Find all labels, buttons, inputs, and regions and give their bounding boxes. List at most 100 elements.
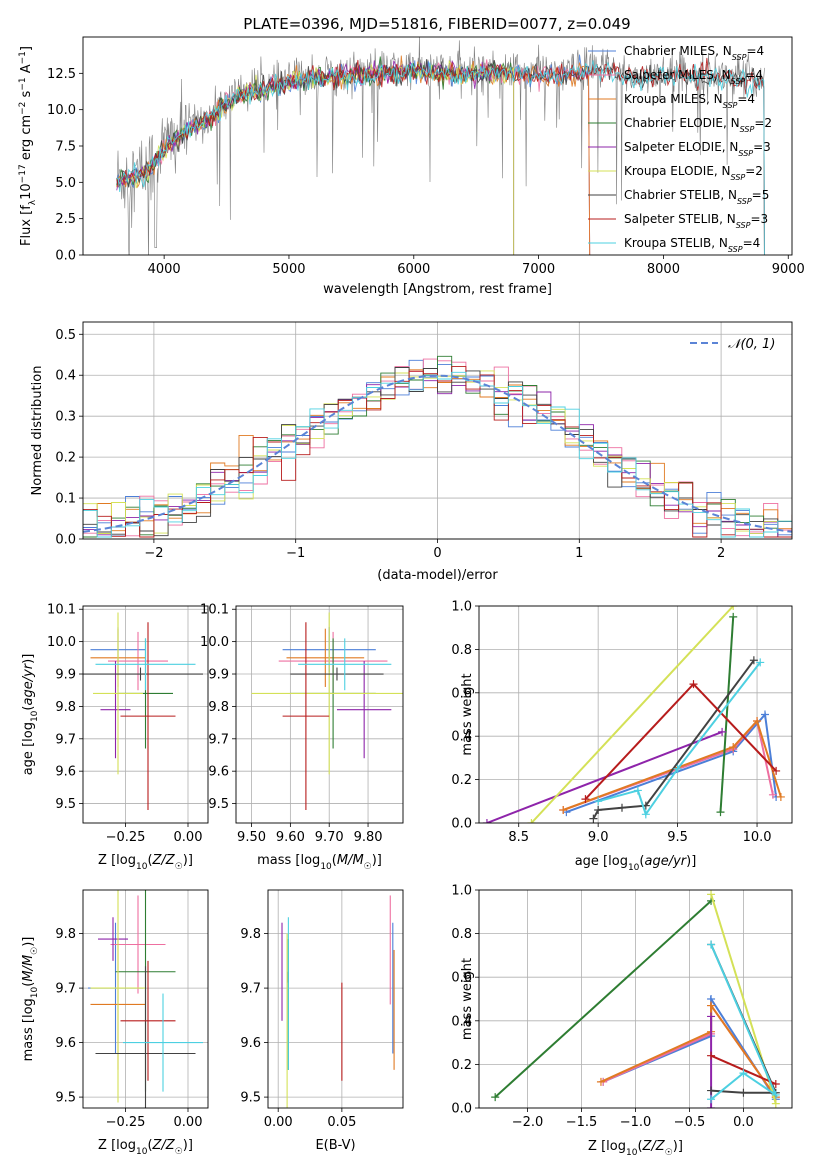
legend-entry: Salpeter MILES, NSSP=4 bbox=[624, 68, 763, 86]
x-tick-label: 9.80 bbox=[354, 830, 383, 845]
y-tick-label: 2.5 bbox=[55, 212, 76, 227]
panel-mass-vs-Z: −0.25 0.00 9.5 9.6 9.7 9.8 Z [log10(Z/Z☉)] mass… bbox=[21, 889, 209, 1157]
y-tick-label: 0.2 bbox=[55, 451, 76, 466]
x-tick-label: 9.5 bbox=[667, 830, 688, 845]
model-spectrum-1 bbox=[116, 59, 591, 255]
y-tick-label: 1.0 bbox=[451, 884, 472, 899]
weight-marker bbox=[596, 1077, 605, 1086]
y-tick-label: 9.8 bbox=[208, 700, 229, 715]
x-axis-label: mass [log10(M/M☉)] bbox=[257, 853, 382, 872]
figure-title: PLATE=0396, MJD=51816, FIBERID=0077, z=0… bbox=[243, 15, 630, 33]
legend-entry: Kroupa STELIB, NSSP=4 bbox=[624, 236, 760, 254]
weight-marker bbox=[673, 764, 682, 773]
data-spectrum bbox=[116, 37, 765, 255]
weight-marker bbox=[707, 1051, 716, 1060]
weight-marker bbox=[772, 766, 781, 775]
x-axis-label: E(B-V) bbox=[315, 1138, 355, 1153]
plot-area bbox=[251, 612, 403, 811]
y-tick-label: 10.1 bbox=[47, 603, 76, 618]
y-tick-label: 9.6 bbox=[55, 1036, 76, 1051]
weight-marker bbox=[753, 717, 762, 726]
y-tick-label: 9.6 bbox=[208, 765, 229, 780]
weight-marker bbox=[776, 792, 785, 801]
axes-frame bbox=[82, 321, 793, 540]
x-tick-label: −1.0 bbox=[620, 1115, 652, 1130]
x-tick-label: 8000 bbox=[647, 262, 680, 277]
weight-line-0 bbox=[566, 712, 778, 814]
weight-marker bbox=[482, 819, 491, 823]
x-axis-label: Z [log10(Z/Z☉)] bbox=[588, 1139, 683, 1158]
y-axis-label: mass [log10(M/M☉)] bbox=[21, 937, 40, 1062]
plot-area bbox=[83, 612, 203, 811]
x-axis-label: age [log10(age/yr)] bbox=[575, 854, 697, 873]
y-tick-label: 10.1 bbox=[200, 603, 229, 618]
weight-marker bbox=[594, 805, 603, 814]
y-tick-label: 9.5 bbox=[240, 1091, 261, 1106]
weight-marker bbox=[491, 1093, 500, 1102]
x-tick-label: 6000 bbox=[397, 262, 430, 277]
model-spectrum-8 bbox=[116, 60, 765, 255]
y-tick-label: 10.0 bbox=[200, 635, 229, 650]
legend: Chabrier MILES, NSSP=4 Salpeter MILES, NS… bbox=[588, 44, 772, 254]
x-tick-label: −1.5 bbox=[566, 1115, 598, 1130]
weight-marker bbox=[739, 1088, 748, 1097]
panel-residuals: −2 −1 0 1 2 0.0 0.1 0.2 0.3 0.4 0.5 (data-model)/er… bbox=[30, 321, 793, 583]
legend-entry: 𝒩(0, 1) bbox=[728, 337, 775, 352]
legend-entry: Chabrier STELIB, NSSP=5 bbox=[624, 188, 769, 206]
y-tick-label: 0.1 bbox=[55, 492, 76, 507]
y-tick-label: 0.6 bbox=[451, 686, 472, 701]
y-tick-label: 9.7 bbox=[240, 982, 261, 997]
x-tick-label: 1 bbox=[575, 546, 583, 561]
y-axis-label: Flux [fλ10−17 erg cm−2 s−1 A−1] bbox=[18, 46, 38, 246]
panel-weight-vs-Z: −2.0 −1.5 −1.0 −0.5 0.0 0.0 0.2 0.4 0.6 0.8 1.0 Z [… bbox=[451, 884, 793, 1158]
y-tick-label: 0.5 bbox=[55, 328, 76, 343]
plot-area bbox=[88, 890, 203, 1108]
plot-area bbox=[482, 606, 785, 823]
axes-frame bbox=[267, 889, 404, 1109]
weight-marker bbox=[617, 803, 626, 812]
weight-marker bbox=[760, 710, 769, 719]
x-tick-label: 0.0 bbox=[733, 1115, 754, 1130]
x-tick-label: −0.25 bbox=[106, 1115, 146, 1130]
y-tick-label: 0.4 bbox=[55, 369, 76, 384]
x-tick-label: −2.0 bbox=[512, 1115, 544, 1130]
weight-marker bbox=[771, 1099, 780, 1108]
x-tick-label: 10.0 bbox=[743, 830, 772, 845]
y-axis-label: mass weight bbox=[460, 673, 475, 755]
y-tick-label: 9.7 bbox=[208, 732, 229, 747]
y-tick-label: 5.0 bbox=[55, 176, 76, 191]
x-tick-label: 7000 bbox=[522, 262, 555, 277]
x-tick-label: 9000 bbox=[772, 262, 805, 277]
weight-line-7 bbox=[584, 682, 777, 800]
weight-marker bbox=[594, 797, 603, 806]
x-tick-label: 0.00 bbox=[174, 830, 203, 845]
weight-marker bbox=[771, 1080, 780, 1089]
y-tick-label: 0.2 bbox=[451, 1058, 472, 1073]
y-tick-label: 0.8 bbox=[451, 643, 472, 658]
y-tick-label: 9.7 bbox=[55, 982, 76, 997]
weight-marker bbox=[707, 1001, 716, 1010]
panel-age-vs-Z: −0.25 0.00 9.5 9.6 9.7 9.8 9.9 10.0 10.1 Z [log10… bbox=[21, 603, 209, 872]
y-tick-label: 9.7 bbox=[55, 732, 76, 747]
x-tick-label: 4000 bbox=[148, 262, 181, 277]
weight-marker bbox=[729, 743, 738, 752]
x-tick-label: 0.00 bbox=[174, 1115, 203, 1130]
axes-frame bbox=[235, 605, 404, 824]
weight-marker bbox=[729, 606, 738, 610]
axes-frame bbox=[82, 889, 209, 1109]
y-tick-label: 7.5 bbox=[55, 140, 76, 155]
x-tick-label: 2 bbox=[717, 546, 725, 561]
plot-area bbox=[116, 37, 765, 255]
x-tick-label: −2 bbox=[144, 546, 163, 561]
weight-marker bbox=[739, 1069, 748, 1078]
weight-marker bbox=[707, 1086, 716, 1095]
y-axis-label: mass weight bbox=[460, 958, 475, 1040]
normal-curve bbox=[83, 374, 792, 533]
weight-line-5 bbox=[530, 606, 734, 823]
weight-marker bbox=[707, 1012, 716, 1021]
model-spectrum-4 bbox=[116, 59, 515, 255]
x-tick-label: 8.5 bbox=[508, 830, 529, 845]
x-tick-label: 0.00 bbox=[264, 1115, 293, 1130]
y-axis-label: Normed distribution bbox=[30, 366, 45, 496]
x-axis-label: wavelength [Angstrom, rest frame] bbox=[323, 282, 552, 297]
